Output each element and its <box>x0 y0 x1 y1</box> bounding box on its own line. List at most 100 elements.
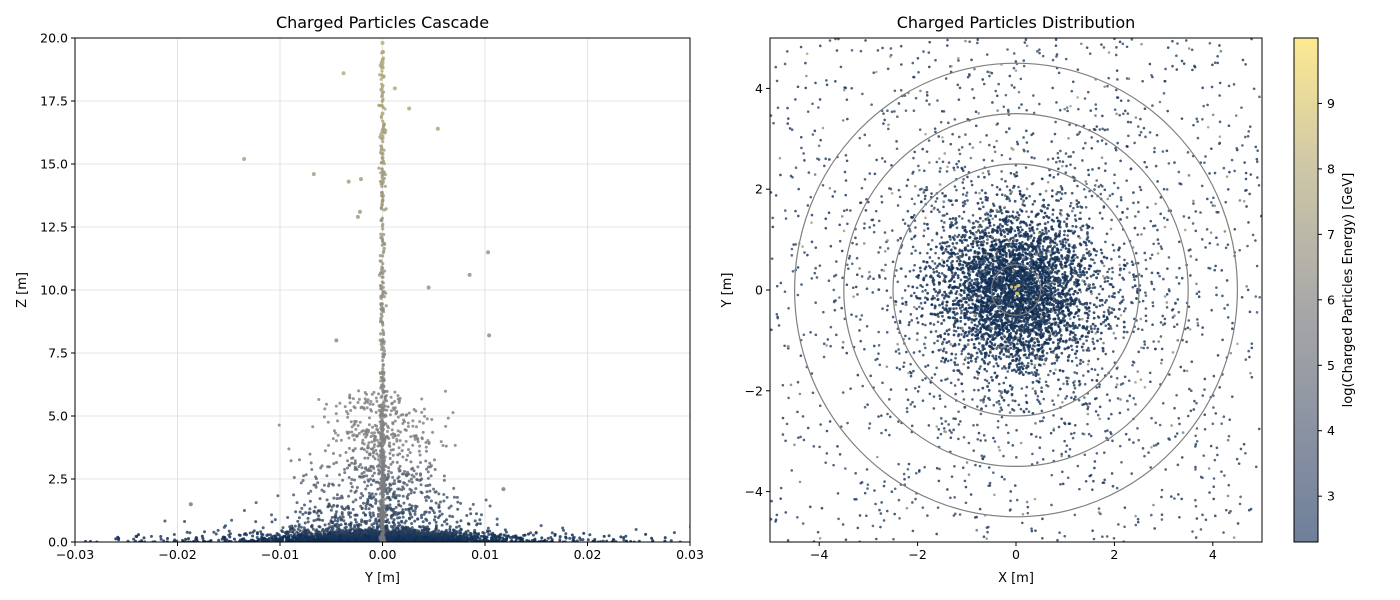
cascade-point <box>431 509 435 513</box>
cascade-point <box>379 217 384 222</box>
cascade-point <box>492 533 496 537</box>
cascade-point <box>371 447 375 451</box>
cascade-point <box>345 410 349 414</box>
cascade-point <box>447 506 451 510</box>
cascade-point <box>342 519 346 523</box>
cascade-point <box>363 397 367 401</box>
cascade-point <box>364 507 368 511</box>
cascade-point <box>409 477 413 481</box>
cascade-point <box>384 435 388 439</box>
cascade-point <box>389 534 393 538</box>
cascade-point <box>347 494 351 498</box>
cascade-point <box>396 453 400 457</box>
cascade-point <box>377 166 381 170</box>
cascade-point <box>317 398 321 402</box>
cascade-dense-points <box>83 49 768 543</box>
cascade-point <box>374 396 378 400</box>
cascade-point <box>357 397 361 401</box>
cascade-point <box>477 532 481 536</box>
distribution-point <box>1058 369 1062 372</box>
cascade-point <box>432 487 436 491</box>
cascade-point <box>369 536 373 540</box>
cascade-point <box>381 157 385 161</box>
cascade-point <box>351 527 355 531</box>
cascade-point <box>335 525 339 529</box>
cascade-point <box>309 489 313 493</box>
cascade-point <box>380 320 385 324</box>
cascade-point <box>315 518 319 522</box>
cascade-point <box>286 515 290 519</box>
cascade-point <box>388 413 392 417</box>
cascade-notable-point-19 <box>380 151 385 156</box>
cascade-point <box>406 454 410 458</box>
cascade-point <box>438 509 442 513</box>
cascade-point <box>304 473 308 477</box>
cascade-point <box>394 412 398 416</box>
cascade-point <box>268 533 272 537</box>
cascade-point <box>381 533 385 537</box>
cascade-point <box>315 537 319 541</box>
cascade-point <box>420 436 424 440</box>
cascade-point <box>369 515 373 519</box>
cascade-point <box>400 519 404 523</box>
cascade-point <box>378 259 382 263</box>
cascade-point <box>488 504 492 508</box>
cascade-point <box>312 519 316 523</box>
cascade-point <box>428 461 432 465</box>
cascade-point <box>410 522 414 526</box>
cascade-point <box>380 345 384 349</box>
cascade-point <box>444 444 448 448</box>
cascade-point <box>371 496 375 500</box>
cascade-point <box>441 444 445 448</box>
cascade-point <box>331 451 335 455</box>
distribution-point <box>986 362 990 366</box>
cascade-point <box>383 413 387 417</box>
cascade-point <box>381 126 385 130</box>
cascade-point <box>440 512 444 516</box>
cascade-point <box>495 517 499 521</box>
cascade-point <box>349 525 353 529</box>
cascade-point <box>382 121 386 126</box>
cascade-point <box>765 540 768 543</box>
cascade-point <box>412 491 416 495</box>
cascade-point <box>270 520 274 524</box>
distribution-point <box>1072 292 1075 296</box>
cascade-point <box>423 414 427 418</box>
cascade-point <box>625 539 629 542</box>
cascade-point <box>351 397 355 401</box>
cascade-point <box>393 419 397 423</box>
cascade-point <box>386 472 390 476</box>
cascade-point <box>380 167 384 171</box>
distribution-point <box>1035 368 1039 372</box>
cascade-point <box>404 439 408 443</box>
cascade-point <box>424 510 428 514</box>
cascade-point <box>381 401 385 405</box>
distribution-point <box>952 280 956 283</box>
cascade-point <box>377 392 381 396</box>
cascade-notable-point-9 <box>355 214 360 219</box>
cascade-point <box>428 489 432 493</box>
cascade-point <box>281 530 285 534</box>
cascade-point <box>259 530 263 534</box>
cascade-point <box>369 477 373 481</box>
cascade-point <box>361 501 365 505</box>
cascade-point <box>343 507 347 511</box>
cascade-point <box>363 401 367 405</box>
cascade-point <box>376 430 380 434</box>
cascade-point <box>317 530 321 534</box>
cascade-point <box>454 534 458 538</box>
cascade-point <box>418 461 422 465</box>
cascade-point <box>356 524 360 528</box>
cascade-point <box>391 475 395 479</box>
cascade-point <box>366 430 370 434</box>
cascade-point <box>388 503 392 507</box>
cascade-point <box>387 521 391 525</box>
cascade-point <box>469 512 473 516</box>
cascade-point <box>426 484 430 488</box>
cascade-point <box>243 532 247 536</box>
cascade-point <box>356 532 360 536</box>
cascade-point <box>337 530 341 534</box>
cascade-point <box>379 432 383 436</box>
cascade-point <box>401 530 405 534</box>
cascade-notable-point-12 <box>426 285 431 290</box>
